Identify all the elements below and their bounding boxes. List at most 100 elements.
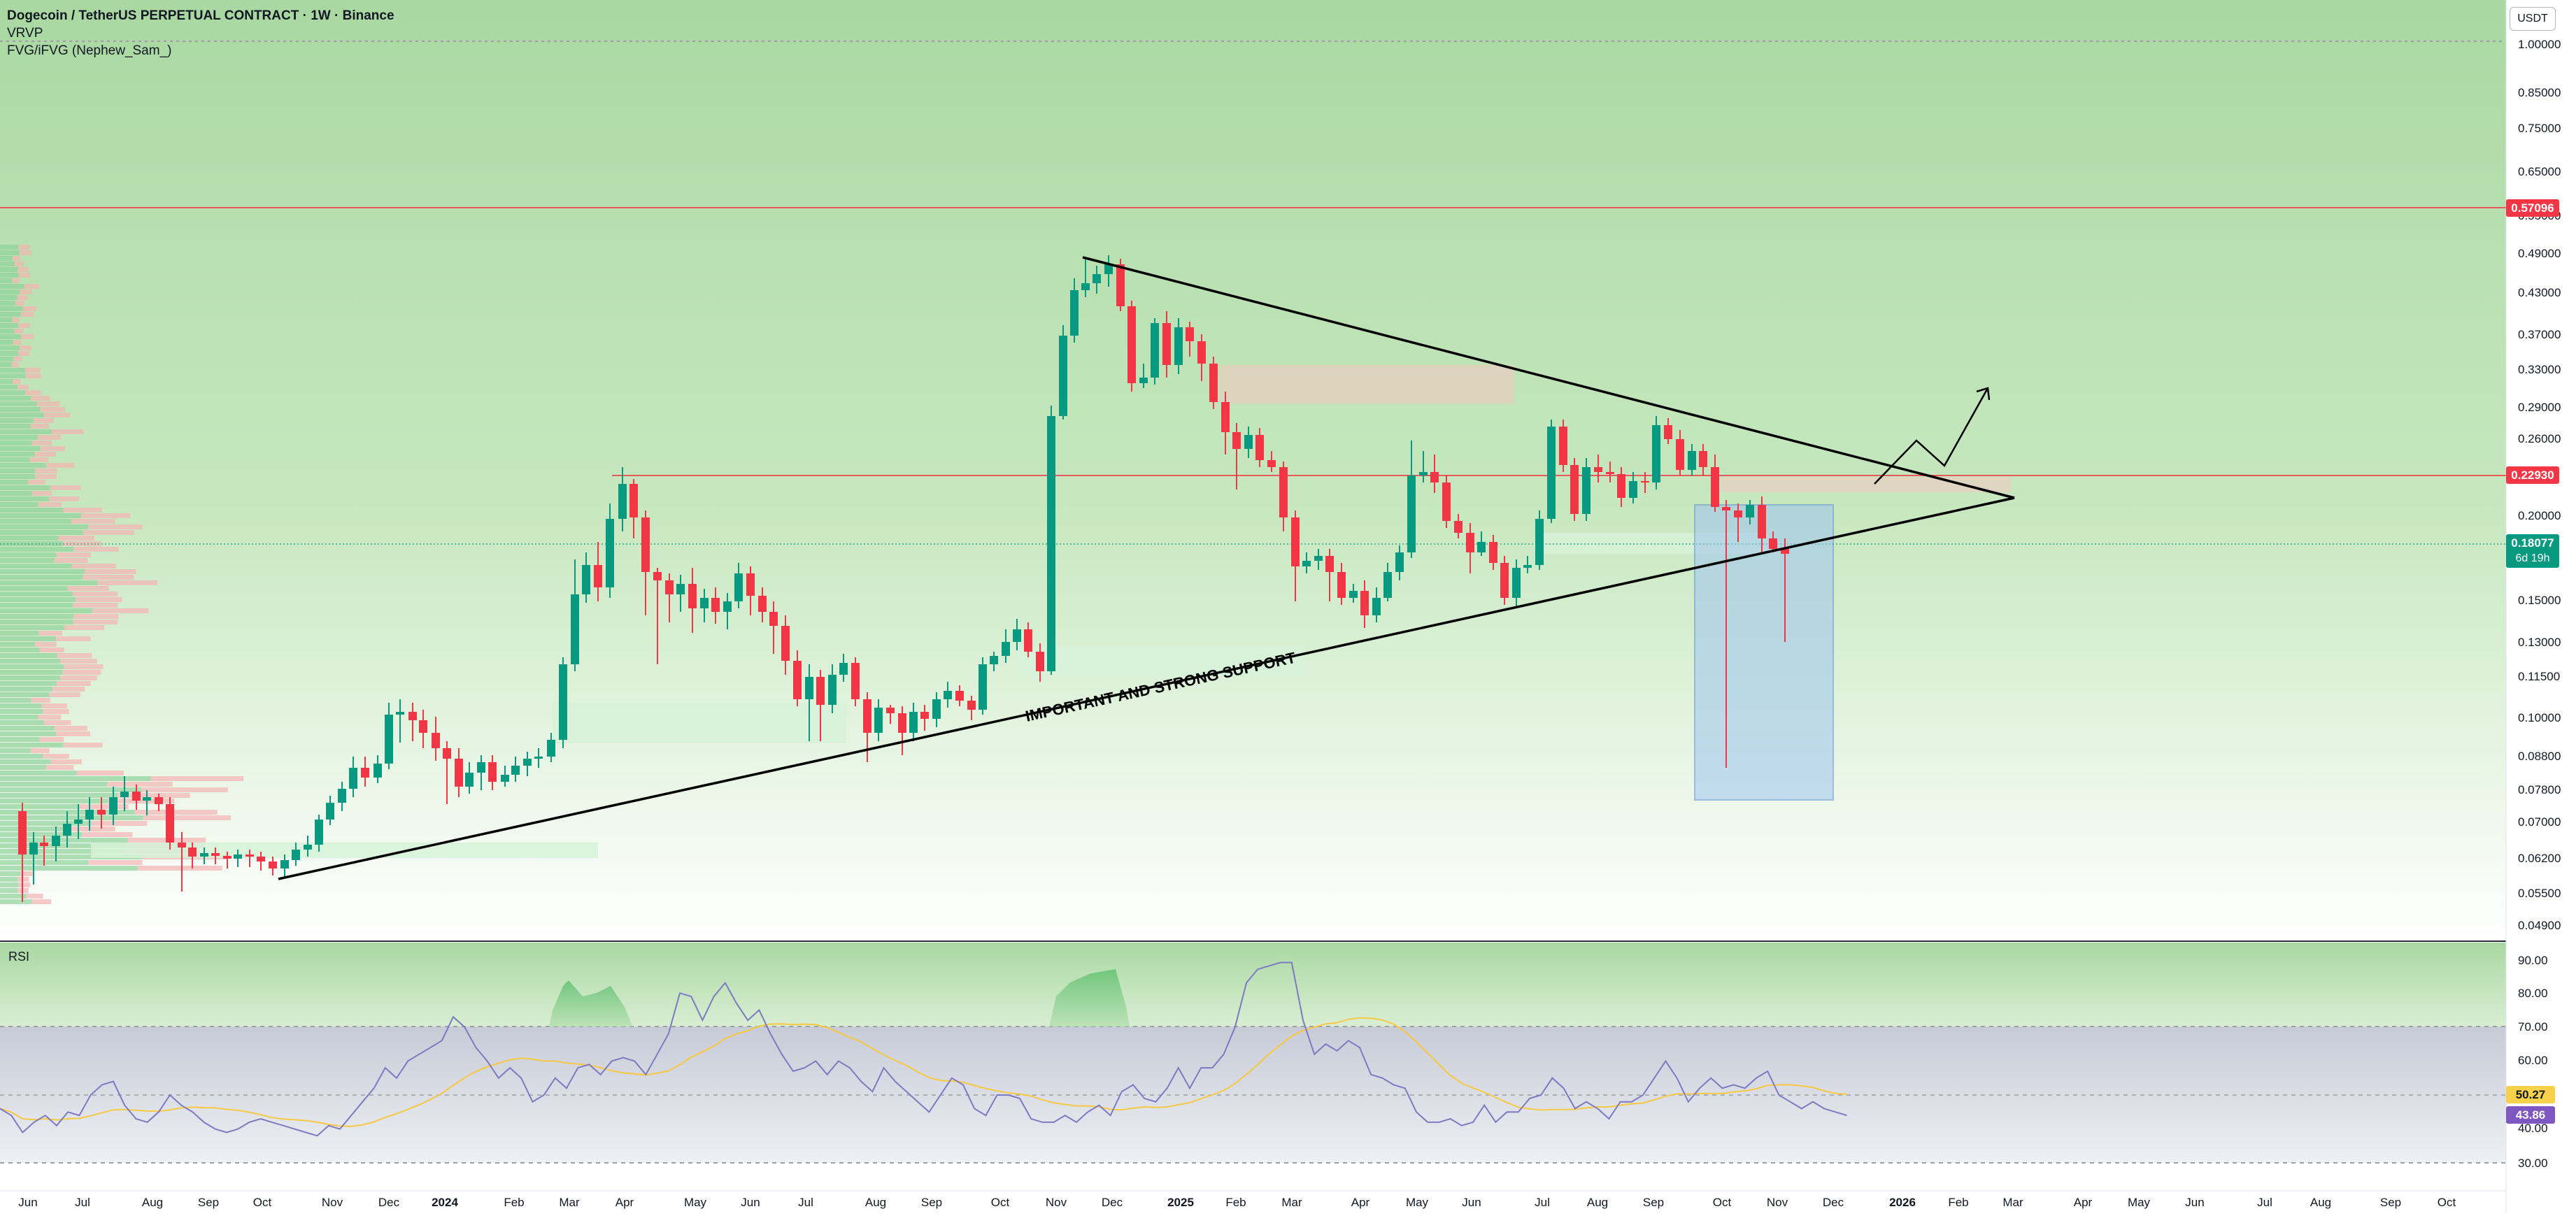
indicator-fvg[interactable]: FVG/iFVG (Nephew_Sam_) (7, 43, 172, 58)
volume-profile-bar (37, 435, 61, 440)
volume-profile-bar (17, 888, 29, 893)
rsi-pane-label[interactable]: RSI (8, 950, 30, 964)
volume-profile-bar (0, 838, 128, 843)
volume-profile-bar (0, 743, 64, 748)
volume-profile-bar (24, 368, 41, 373)
time-axis-label: Oct (991, 1196, 1010, 1209)
volume-profile-bar (108, 799, 175, 803)
volume-profile (0, 245, 244, 904)
time-axis-label: Nov (322, 1196, 343, 1209)
candle-body (1407, 475, 1416, 552)
candle-body (723, 601, 732, 612)
candle-body (1349, 591, 1358, 598)
volume-profile-bar (0, 642, 35, 647)
time-axis-label: Feb (504, 1196, 524, 1209)
volume-profile-bar (76, 597, 122, 602)
volume-profile-bar (76, 771, 124, 775)
volume-profile-bar (13, 357, 22, 362)
currency-button[interactable]: USDT (2510, 7, 2556, 31)
volume-profile-bar (0, 659, 60, 664)
target-box[interactable] (1694, 504, 1834, 801)
price-axis-label: 0.43000 (2518, 286, 2561, 299)
time-axis-label: Jul (75, 1196, 90, 1209)
volume-profile-bar (0, 245, 19, 250)
candle-body (1489, 542, 1497, 563)
candle-body (1209, 364, 1218, 402)
volume-profile-bar (41, 703, 67, 708)
volume-profile-bar (0, 334, 22, 339)
candle-body (1430, 472, 1439, 482)
candle-body (758, 596, 767, 612)
candle-body (29, 843, 38, 854)
volume-profile-bar (0, 267, 18, 272)
volume-profile-bar (51, 429, 84, 434)
time-axis-label: Nov (1046, 1196, 1067, 1209)
candle-body (863, 699, 871, 733)
volume-profile-bar (25, 373, 41, 378)
candle-body (269, 861, 277, 868)
triangle-lower-line[interactable] (278, 496, 2015, 880)
volume-profile-bar (0, 620, 73, 624)
candle-body (1535, 519, 1544, 565)
volume-profile-bar (0, 418, 34, 423)
candle-body (1127, 306, 1136, 383)
projection-path[interactable] (1874, 387, 1989, 485)
volume-profile-bar (0, 541, 63, 546)
triangle-upper-line[interactable] (1082, 256, 2015, 499)
volume-profile-bar (83, 575, 134, 580)
volume-profile-bar (0, 787, 141, 792)
volume-profile-bar (36, 401, 60, 406)
candle-body (234, 854, 242, 859)
time-axis-label: Mar (2002, 1196, 2023, 1209)
candle-body (1477, 542, 1486, 552)
price-axis[interactable]: 1.000000.850000.750000.650000.550000.490… (2518, 38, 2561, 1170)
candle-body (1746, 505, 1754, 517)
volume-profile-bar (0, 547, 74, 552)
volume-profile-bar (17, 267, 29, 272)
volume-profile-bar (83, 530, 134, 535)
candle-body (979, 664, 987, 710)
candle-body (211, 853, 220, 856)
volume-profile-bar (14, 262, 24, 266)
candle-body (1372, 598, 1381, 615)
volume-profile-bar (0, 351, 19, 356)
symbol-title[interactable]: Dogecoin / TetherUS PERPETUAL CONTRACT ·… (7, 8, 394, 23)
indicator-vrvp[interactable]: VRVP (7, 26, 43, 41)
volume-profile-bar (0, 441, 32, 445)
volume-profile-bar (30, 424, 50, 429)
candle-body (955, 691, 964, 701)
volume-profile-bar (14, 329, 24, 334)
candle-body (1070, 290, 1079, 336)
volume-profile-bar (63, 508, 102, 513)
candle-body (547, 740, 555, 757)
candle-body (1454, 521, 1463, 533)
volume-profile-bar (150, 776, 244, 781)
volume-profile-bar (97, 580, 158, 585)
volume-profile-bar (0, 804, 80, 809)
volume-profile-bar (0, 262, 15, 266)
volume-profile-bar (79, 804, 129, 809)
volume-profile-bar (29, 457, 49, 462)
volume-profile-bar (0, 301, 15, 306)
candle-body (455, 759, 463, 787)
volume-profile-bar (20, 312, 34, 317)
time-axis-label: Sep (921, 1196, 942, 1209)
price-axis-label: 0.07800 (2518, 783, 2561, 796)
candle-body (932, 699, 941, 719)
price-axis-label: 0.07000 (2518, 815, 2561, 829)
volume-profile-bar (45, 765, 74, 770)
fvg-zone-resistance (1721, 477, 2011, 492)
candle-body (1688, 451, 1696, 470)
volume-profile-bar (0, 759, 51, 764)
candle-body (143, 797, 151, 801)
volume-profile-bar (0, 502, 38, 507)
volume-profile-bar (0, 424, 31, 429)
time-axis-label: Jul (798, 1196, 813, 1209)
time-axis-label: Apr (1351, 1196, 1370, 1209)
time-axis[interactable]: Jun Jul Aug Sep Oct Nov Dec 2024 Feb Mar Apr May Jun… (18, 1196, 2456, 1209)
candle-body (1523, 565, 1532, 568)
volume-profile-bar (63, 743, 103, 748)
volume-profile-bar (35, 474, 57, 479)
candle-body (1151, 323, 1159, 378)
